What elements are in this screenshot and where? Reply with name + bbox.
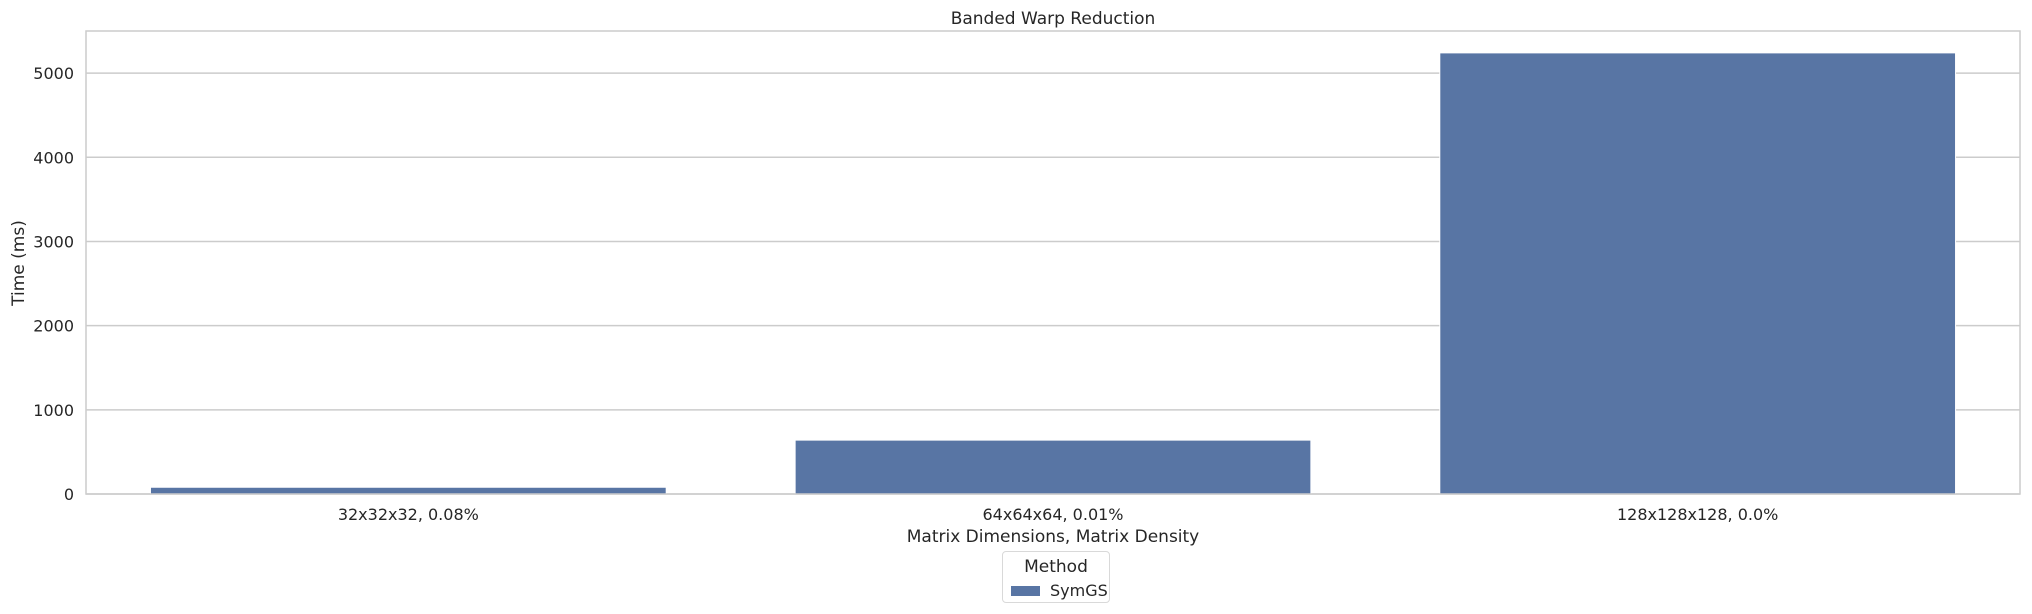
legend-label: SymGS — [1050, 581, 1108, 600]
x-axis-label: Matrix Dimensions, Matrix Density — [907, 527, 1200, 547]
legend-swatch — [1011, 585, 1040, 596]
legend: Method SymGS — [1002, 551, 1110, 603]
x-tick-label: 128x128x128, 0.0% — [1617, 505, 1778, 524]
plot-frame — [85, 30, 2021, 495]
y-axis-label: Time (ms) — [9, 220, 29, 307]
x-tick-label: 32x32x32, 0.08% — [338, 505, 479, 524]
y-tick-label: 1000 — [33, 401, 74, 420]
y-tick-label: 4000 — [33, 148, 74, 167]
x-tick-labels: 32x32x32, 0.08% 64x64x64, 0.01% 128x128x12… — [338, 505, 1779, 524]
bars — [149, 52, 1957, 495]
bar-2 — [794, 439, 1312, 495]
x-tick-label: 64x64x64, 0.01% — [982, 505, 1123, 524]
bar-1 — [149, 486, 667, 495]
chart-title: Banded Warp Reduction — [951, 9, 1156, 29]
y-tick-labels: 0 1000 2000 3000 4000 5000 — [33, 64, 74, 504]
legend-title: Method — [1024, 557, 1088, 577]
bar-3 — [1439, 52, 1957, 495]
y-tick-label: 5000 — [33, 64, 74, 83]
y-tick-label: 2000 — [33, 317, 74, 336]
y-tick-label: 0 — [64, 485, 74, 504]
y-tick-label: 3000 — [33, 232, 74, 251]
legend-item-symgs: SymGS — [1011, 581, 1108, 600]
